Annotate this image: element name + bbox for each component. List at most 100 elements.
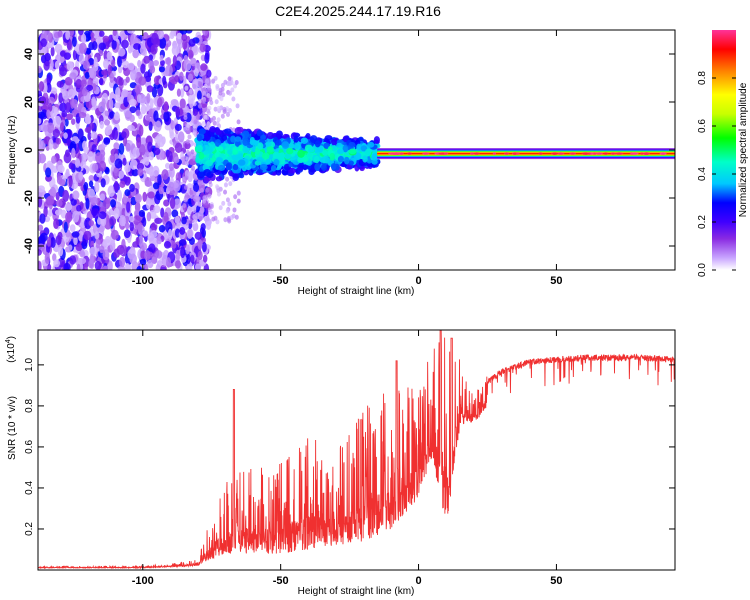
- spectral-blob: [199, 187, 204, 193]
- spectral-blob: [367, 141, 375, 148]
- spectral-blob: [215, 83, 220, 89]
- spectral-blob: [148, 108, 155, 117]
- spectral-blob: [38, 153, 47, 164]
- spectral-blob: [92, 162, 99, 172]
- spectral-blob: [71, 231, 80, 238]
- spectral-blob: [179, 30, 188, 35]
- spectral-blob: [99, 120, 105, 129]
- spectral-blob: [50, 46, 55, 57]
- spectral-blob: [57, 164, 65, 173]
- spectral-blob: [170, 98, 179, 106]
- spectral-blob: [150, 44, 158, 55]
- spectral-blob: [139, 258, 147, 266]
- spectral-blob: [259, 163, 268, 171]
- spectral-blob: [184, 192, 189, 198]
- spectral-blob: [59, 54, 65, 63]
- spectral-blob: [127, 45, 133, 54]
- spectral-blob: [256, 129, 263, 137]
- spectral-blob: [40, 232, 48, 242]
- tone-hotspot: [538, 152, 543, 155]
- spectral-blob: [78, 53, 85, 65]
- spectral-blob: [216, 157, 224, 164]
- spectral-blob: [129, 159, 138, 170]
- spectral-blob: [94, 181, 100, 193]
- spectral-blob: [128, 215, 135, 223]
- spectral-blob: [235, 103, 240, 109]
- spectral-blob: [203, 83, 208, 89]
- spectral-blob: [77, 128, 84, 141]
- spectral-blob: [38, 105, 43, 112]
- spectral-blob: [194, 231, 202, 240]
- spectral-blob: [46, 195, 55, 206]
- spectral-blob: [109, 216, 117, 226]
- spectral-blob: [54, 60, 60, 70]
- tone-hotspot: [603, 152, 609, 155]
- spectral-blob: [204, 52, 210, 64]
- snr-y-tick-label: 1.0: [24, 357, 35, 371]
- spectral-blob: [227, 218, 232, 224]
- spectral-blob: [192, 130, 197, 136]
- spectral-blob: [153, 75, 161, 86]
- spectral-blob: [192, 222, 199, 232]
- spectral-blob: [193, 182, 200, 193]
- tone-hotspot: [407, 152, 412, 155]
- spectral-blob: [104, 110, 110, 117]
- spectral-blob: [227, 201, 232, 207]
- spectral-blob: [231, 153, 239, 161]
- spectral-blob: [164, 162, 171, 169]
- spectral-blob: [63, 132, 68, 139]
- spectral-blob: [173, 156, 180, 164]
- spectral-blob: [198, 215, 203, 221]
- spectral-blob: [64, 76, 73, 86]
- spectral-blob: [102, 35, 110, 42]
- spectral-blob: [91, 208, 98, 217]
- snr-y-tick-label: 0.4: [24, 481, 35, 495]
- spectral-blob: [136, 266, 143, 270]
- spectral-blob: [221, 200, 226, 206]
- spectral-blob: [182, 121, 187, 127]
- spectral-blob: [119, 215, 126, 227]
- spectral-blob: [169, 131, 175, 140]
- spectral-blob: [80, 79, 87, 87]
- spectral-blob: [153, 120, 162, 132]
- spectral-blob: [98, 245, 105, 254]
- spectral-blob: [54, 209, 62, 216]
- spectral-blob: [214, 139, 222, 147]
- spectral-blob: [109, 153, 116, 163]
- spectral-blob: [225, 112, 230, 118]
- spectral-blob: [187, 73, 194, 82]
- spectral-blob: [111, 229, 119, 240]
- spectral-blob: [50, 237, 56, 248]
- spectral-blob: [356, 143, 362, 151]
- spectrogram-marks: [38, 30, 675, 270]
- spectrogram-x-label: Height of straight line (km): [298, 286, 415, 297]
- spectrogram-y-ticks: -40 -20 0 20 40: [23, 48, 675, 254]
- spectral-blob: [176, 88, 181, 97]
- spectral-blob: [225, 197, 230, 203]
- spectral-blob: [232, 173, 240, 182]
- spectral-blob: [71, 99, 78, 108]
- spectral-blob: [202, 30, 209, 36]
- colorbar-tick-label: 0.8: [697, 71, 708, 85]
- tone-hotspot: [614, 152, 624, 155]
- spectral-blob: [190, 57, 197, 67]
- spectral-blob: [174, 259, 181, 269]
- spectral-blob: [242, 145, 250, 154]
- spectral-blob: [88, 57, 95, 66]
- spectral-blob: [88, 180, 94, 188]
- spectral-blob: [161, 169, 169, 180]
- spectral-blob: [134, 209, 140, 217]
- spectral-blob: [202, 195, 207, 201]
- spectral-blob: [155, 250, 163, 259]
- spectral-blob: [38, 224, 44, 232]
- spectral-blob: [189, 190, 194, 196]
- spectral-blob: [158, 66, 165, 73]
- spectral-blob: [229, 215, 234, 221]
- spectral-blob: [126, 201, 131, 213]
- spectral-blob: [125, 142, 131, 152]
- spectral-blob: [148, 151, 154, 161]
- colorbar: 0.0 0.2 0.4 0.6 0.8 Normalized spectral ampl…: [697, 30, 749, 277]
- spectral-blob: [197, 239, 203, 250]
- spectral-blob: [157, 174, 162, 186]
- spectral-blob: [146, 85, 154, 93]
